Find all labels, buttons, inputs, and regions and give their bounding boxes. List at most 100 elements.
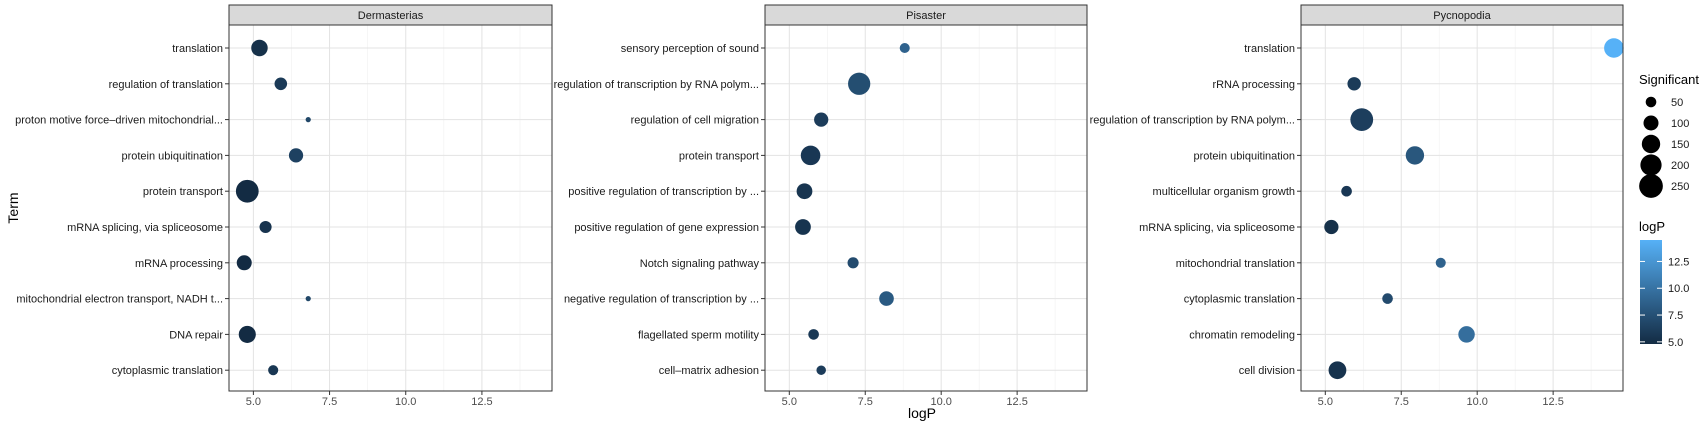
data-point [816, 365, 826, 375]
x-tick-label: 5.0 [782, 396, 797, 408]
size-legend-label: 200 [1671, 160, 1689, 172]
size-legend: 50 100 150 200 250 [1639, 96, 1689, 198]
data-point [1341, 185, 1352, 197]
term-label: protein transport [679, 150, 759, 162]
data-point [235, 179, 259, 203]
size-legend-label: 50 [1671, 97, 1683, 109]
term-label: multicellular organism growth [1153, 186, 1295, 198]
data-point [1458, 326, 1475, 343]
colorbar [1640, 240, 1662, 344]
term-label: mRNA splicing, via spliceosome [1139, 222, 1295, 234]
panel-border [228, 24, 553, 392]
term-label: chromatin remodeling [1189, 329, 1295, 341]
term-label: regulation of transcription by RNA polym… [554, 79, 759, 91]
term-label: negative regulation of transcription by … [564, 294, 759, 306]
term-label: regulation of translation [109, 79, 223, 91]
term-label: cytoplasmic translation [112, 365, 223, 377]
term-label: translation [1244, 43, 1295, 55]
term-label: translation [172, 43, 223, 55]
data-point [847, 257, 859, 269]
panel-pycnopodia: Pycnopodia 5.0 7.5 10.0 12.5 translation rRNA … [1090, 4, 1624, 408]
term-label: protein ubiquitination [1193, 150, 1295, 162]
x-tick-label: 12.5 [1006, 396, 1027, 408]
term-label: sensory perception of sound [621, 43, 759, 55]
size-legend-key [1641, 134, 1661, 154]
facet-title: Dermasterias [358, 10, 424, 22]
colorbar-tick-label: 12.5 [1668, 256, 1689, 268]
term-label: cell division [1239, 365, 1295, 377]
term-label: positive regulation of gene expression [574, 222, 759, 234]
data-point [1435, 257, 1446, 268]
x-tick-label: 7.5 [858, 396, 873, 408]
legend-color-title: logP [1639, 219, 1665, 234]
size-legend-label: 250 [1671, 181, 1689, 193]
term-label: mitochondrial electron transport, NADH t… [16, 294, 223, 306]
panel-border [1300, 24, 1624, 392]
colorbar-tick-label: 10.0 [1668, 283, 1689, 295]
facet-title: Pycnopodia [1433, 10, 1491, 22]
size-legend-key [1640, 154, 1662, 176]
size-legend-label: 150 [1671, 139, 1689, 151]
term-label: mRNA processing [135, 258, 223, 270]
term-label: mRNA splicing, via spliceosome [67, 222, 223, 234]
data-point [236, 255, 252, 271]
x-tick-label: 5.0 [246, 396, 261, 408]
panel-pisaster: Pisaster 5.0 7.5 10.0 12.5 sensory perception… [554, 4, 1088, 408]
data-point [288, 148, 304, 163]
data-point [800, 145, 821, 166]
data-point [305, 296, 311, 302]
x-tick-label: 5.0 [1318, 396, 1333, 408]
term-label: mitochondrial translation [1176, 258, 1295, 270]
term-label: positive regulation of transcription by … [568, 186, 759, 198]
data-point [1350, 108, 1374, 131]
term-label: regulation of transcription by RNA polym… [1090, 115, 1295, 127]
facet-panels: Dermasterias 5.0 7.5 10.0 12.5 translation reg… [15, 4, 1624, 408]
data-point [274, 77, 288, 91]
data-point [1347, 77, 1361, 91]
data-point [251, 39, 268, 57]
data-point [305, 117, 311, 123]
colorbar-ticks: 5.0 7.5 10.0 12.5 [1640, 256, 1689, 349]
term-label: rRNA processing [1212, 79, 1295, 91]
term-label: flagellated sperm motility [638, 329, 760, 341]
facet-title: Pisaster [906, 10, 946, 22]
size-legend-key [1643, 115, 1659, 131]
panel-dermasterias: Dermasterias 5.0 7.5 10.0 12.5 translation reg… [15, 4, 553, 408]
size-legend-key [1639, 174, 1663, 198]
size-legend-label: 100 [1671, 118, 1689, 130]
plot-area [765, 25, 1087, 391]
x-axis-title: logP [908, 405, 936, 421]
size-legend-key [1645, 96, 1657, 108]
term-label: cell–matrix adhesion [659, 365, 759, 377]
data-point [1324, 219, 1339, 235]
legend-size-title: Significant [1639, 72, 1699, 87]
term-label: DNA repair [169, 329, 223, 341]
term-label: protein ubiquitination [121, 150, 223, 162]
term-label: protein transport [143, 186, 223, 198]
x-tick-label: 10.0 [395, 396, 416, 408]
term-label: proton motive force–driven mitochondrial… [15, 115, 223, 127]
x-tick-label: 7.5 [322, 396, 337, 408]
colorbar-tick-label: 5.0 [1668, 337, 1683, 349]
term-label: cytoplasmic translation [1184, 294, 1295, 306]
data-point [259, 220, 272, 234]
data-point [899, 42, 910, 54]
term-label: regulation of cell migration [631, 115, 759, 127]
data-point [1405, 146, 1425, 165]
data-point [1382, 293, 1393, 304]
data-point [1328, 361, 1347, 380]
legend: Significant 50 100 150 200 250 logP 5.0 7.5 10… [1639, 72, 1699, 349]
panel-border [764, 24, 1088, 392]
y-axis-title: Term [5, 192, 21, 223]
x-tick-label: 7.5 [1394, 396, 1409, 408]
x-tick-label: 12.5 [471, 396, 492, 408]
x-tick-label: 10.0 [930, 396, 951, 408]
data-point [796, 183, 813, 200]
x-tick-label: 10.0 [1466, 396, 1487, 408]
data-point [814, 112, 829, 127]
data-point [268, 365, 279, 376]
colorbar-tick-label: 7.5 [1668, 310, 1683, 322]
data-point [238, 325, 256, 343]
data-point [879, 291, 894, 306]
